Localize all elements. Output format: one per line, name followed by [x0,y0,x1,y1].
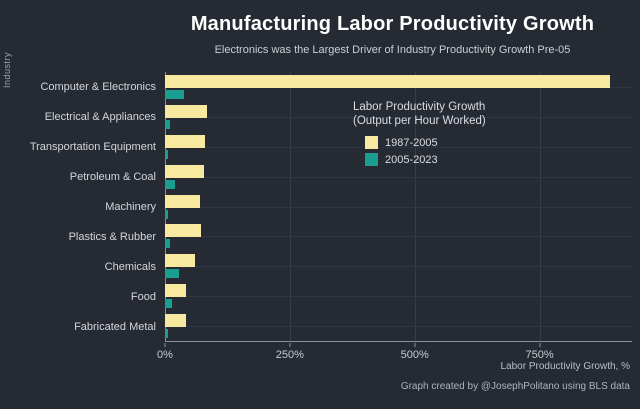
x-tick-label-250: 250% [275,349,304,361]
bar-2005-2023 [165,239,170,249]
bar-1987-2005 [165,314,186,328]
bar-rows [165,72,632,341]
x-tick-label-0: 0% [157,349,173,361]
bar-row [165,221,632,251]
bar-1987-2005 [165,254,195,268]
x-axis-label: Labor Productivity Growth, % [500,361,631,372]
bar-row [165,102,632,132]
bar-2005-2023 [165,329,168,339]
bar-2005-2023 [165,299,172,309]
bar-1987-2005 [165,104,207,118]
bar-1987-2005 [165,134,205,148]
legend-swatch-2005-2023 [365,153,378,166]
x-tick-label-750: 750% [525,349,554,361]
bar-row [165,72,632,102]
bar-row [165,192,632,222]
bar-2005-2023 [165,269,179,279]
category-label: Computer & Electronics [40,81,156,93]
chart-subtitle: Electronics was the Largest Driver of In… [214,44,571,56]
legend-swatch-1987-2005 [365,136,378,149]
legend-title-line1: Labor Productivity Growth [353,101,486,113]
legend-entries: 1987-2005 2005-2023 [365,136,486,166]
bar-2005-2023 [165,149,169,159]
bar-row [165,311,632,341]
legend-title-line2: (Output per Hour Worked) [353,115,486,127]
legend-label-2005-2023: 2005-2023 [385,153,438,166]
bar-row [165,162,632,192]
category-labels: Computer & Electronics Electrical & Appli… [0,72,165,342]
category-label: Electrical & Appliances [44,111,156,123]
category-label: Fabricated Metal [74,321,156,333]
category-label: Plastics & Rubber [68,231,156,243]
legend-entry-2005-2023: 2005-2023 [365,153,486,166]
category-label: Machinery [105,201,156,213]
bar-row [165,281,632,311]
x-tick-label-500: 500% [400,349,429,361]
bar-1987-2005 [165,194,200,208]
bar-row [165,251,632,281]
bar-2005-2023 [165,89,184,99]
plot-area: Labor Productivity Growth (Output per Ho… [165,72,632,342]
category-label: Transportation Equipment [29,141,156,153]
legend-entry-1987-2005: 1987-2005 [365,136,486,149]
legend-label-1987-2005: 1987-2005 [385,136,438,149]
category-label: Food [130,291,156,303]
bar-2005-2023 [165,179,175,189]
tick-mark-250 [289,343,291,347]
legend: Labor Productivity Growth (Output per Ho… [353,100,486,170]
bar-1987-2005 [165,284,186,298]
tick-mark-0 [164,343,166,347]
bar-1987-2005 [165,164,204,178]
bar-1987-2005 [165,74,610,88]
bar-row [165,132,632,162]
x-axis: 0% 250% 500% 750% [157,343,632,363]
tick-mark-500 [414,343,416,347]
credit-line: Graph created by @JosephPolitano using B… [400,381,630,392]
chart-title: Manufacturing Labor Productivity Growth [190,13,595,35]
plot-wrap: Computer & Electronics Electrical & Appli… [0,72,632,342]
category-label: Petroleum & Coal [69,171,156,183]
bar-2005-2023 [165,119,171,129]
tick-mark-750 [539,343,541,347]
bar-2005-2023 [165,209,168,219]
bar-1987-2005 [165,224,202,238]
category-label: Chemicals [104,261,156,273]
legend-title: Labor Productivity Growth (Output per Ho… [353,100,486,128]
